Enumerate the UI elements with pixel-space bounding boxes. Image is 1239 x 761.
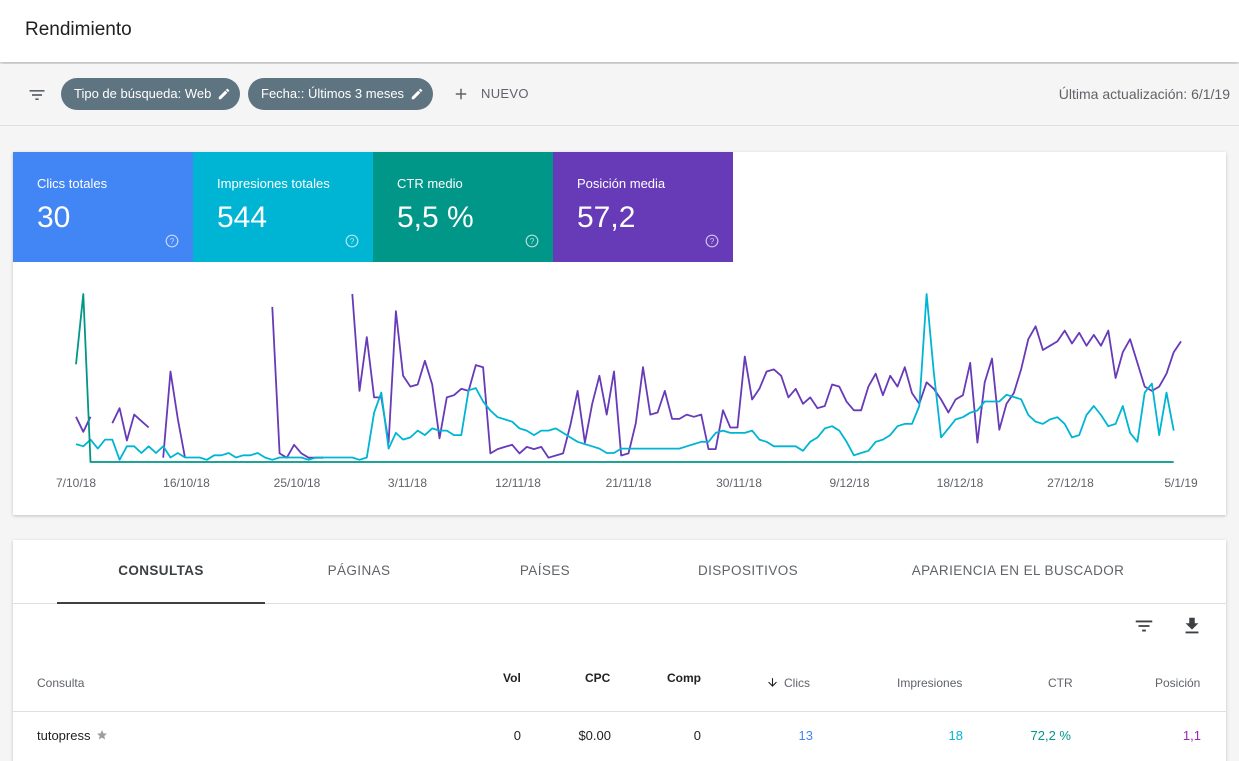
metric-value: 57,2 xyxy=(577,201,636,234)
column-header-cpc[interactable]: CPC xyxy=(585,671,611,685)
help-icon[interactable]: ? xyxy=(345,234,359,248)
top-app-bar: Rendimiento xyxy=(0,0,1239,62)
help-icon[interactable]: ? xyxy=(165,234,179,248)
x-tick-label: 21/11/18 xyxy=(606,476,652,490)
column-header-position[interactable]: Posición xyxy=(1155,676,1201,690)
star-icon[interactable] xyxy=(96,729,108,741)
query-text: tutopress xyxy=(37,728,91,743)
x-tick-label: 27/12/18 xyxy=(1047,476,1094,490)
svg-text:?: ? xyxy=(350,237,355,246)
metric-average-ctr[interactable]: CTR medio 5,5 % ? xyxy=(373,152,553,262)
tab-countries[interactable]: PAÍSES xyxy=(519,563,571,578)
metric-value: 30 xyxy=(37,201,71,234)
performance-card: Clics totales 30 ? Impresiones totales 5… xyxy=(13,152,1226,515)
svg-text:?: ? xyxy=(530,237,535,246)
metric-average-position[interactable]: Posición media 57,2 ? xyxy=(553,152,733,262)
column-header-impressions[interactable]: Impresiones xyxy=(897,676,963,690)
metric-label: Impresiones totales xyxy=(217,176,330,191)
filter-list-icon[interactable] xyxy=(27,85,47,105)
x-tick-label: 16/10/18 xyxy=(163,476,210,490)
x-tick-label: 30/11/18 xyxy=(716,476,762,490)
x-tick-label: 7/10/18 xyxy=(56,476,96,490)
help-icon[interactable]: ? xyxy=(525,234,539,248)
column-header-clicks-label: Clics xyxy=(784,676,810,690)
column-header-comp[interactable]: Comp xyxy=(667,671,701,685)
x-tick-label: 12/11/18 xyxy=(495,476,541,490)
metric-label: CTR medio xyxy=(397,176,463,191)
tab-search-appearance[interactable]: APARIENCIA EN EL BUSCADOR xyxy=(911,563,1125,578)
page-title: Rendimiento xyxy=(25,19,132,40)
metric-value: 5,5 % xyxy=(397,201,474,234)
x-tick-label: 5/1/19 xyxy=(1164,476,1198,490)
column-header-ctr[interactable]: CTR xyxy=(1048,676,1073,690)
tab-bar: CONSULTAS PÁGINAS PAÍSES DISPOSITIVOS AP… xyxy=(13,540,1226,604)
help-icon[interactable]: ? xyxy=(705,234,719,248)
ctr-cell: 72,2 % xyxy=(1030,728,1071,743)
tab-pages[interactable]: PÁGINAS xyxy=(327,563,391,578)
date-filter-chip[interactable]: Fecha:: Últimos 3 meses xyxy=(248,78,433,110)
x-tick-label: 9/12/18 xyxy=(829,476,869,490)
comp-cell: 0 xyxy=(693,728,701,743)
table-filter-icon[interactable] xyxy=(1133,615,1155,637)
x-tick-label: 3/11/18 xyxy=(388,476,427,490)
metric-total-impressions[interactable]: Impresiones totales 544 ? xyxy=(193,152,373,262)
vol-cell: 0 xyxy=(513,728,521,743)
search-type-filter-label: Tipo de búsqueda: Web xyxy=(74,86,212,101)
cpc-cell: $0.00 xyxy=(578,728,611,743)
arrow-down-icon xyxy=(768,678,777,687)
clicks-cell: 13 xyxy=(798,728,813,743)
series-line-posición-media xyxy=(75,293,1182,459)
tab-queries[interactable]: CONSULTAS xyxy=(57,540,265,604)
svg-text:?: ? xyxy=(710,237,715,246)
series-line-clics-totales xyxy=(75,293,1174,463)
column-header-clicks[interactable]: Clics xyxy=(766,676,810,690)
filter-bar: Tipo de búsqueda: Web Fecha:: Últimos 3 … xyxy=(0,64,1239,126)
series-line-impresiones-totales xyxy=(75,293,1175,461)
last-update-text: Última actualización: 6/1/19 xyxy=(1058,86,1230,102)
queries-table-card: CONSULTAS PÁGINAS PAÍSES DISPOSITIVOS AP… xyxy=(13,540,1226,761)
column-header-vol[interactable]: Vol xyxy=(503,671,521,685)
performance-line-chart[interactable]: 7/10/18 16/10/18 25/10/18 3/11/18 12/11/18 21… xyxy=(13,282,1226,515)
search-type-filter-chip[interactable]: Tipo de búsqueda: Web xyxy=(61,78,240,110)
query-cell[interactable]: tutopress xyxy=(37,728,108,743)
plus-icon xyxy=(455,88,467,100)
metric-total-clicks[interactable]: Clics totales 30 ? xyxy=(13,152,193,262)
header-divider xyxy=(13,711,1226,712)
download-icon[interactable] xyxy=(1181,615,1203,637)
column-header-query[interactable]: Consulta xyxy=(37,676,85,690)
svg-text:?: ? xyxy=(170,237,175,246)
metric-label: Clics totales xyxy=(37,176,108,191)
date-filter-label: Fecha:: Últimos 3 meses xyxy=(261,86,405,101)
edit-pencil-icon xyxy=(218,88,230,100)
metric-value: 544 xyxy=(217,201,268,234)
position-cell: 1,1 xyxy=(1182,728,1201,743)
x-tick-label: 18/12/18 xyxy=(937,476,984,490)
new-filter-label: NUEVO xyxy=(481,86,529,101)
impressions-cell: 18 xyxy=(948,728,963,743)
x-tick-label: 25/10/18 xyxy=(274,476,321,490)
metric-label: Posición media xyxy=(577,176,666,191)
edit-pencil-icon xyxy=(411,88,423,100)
tab-devices[interactable]: DISPOSITIVOS xyxy=(697,563,799,578)
